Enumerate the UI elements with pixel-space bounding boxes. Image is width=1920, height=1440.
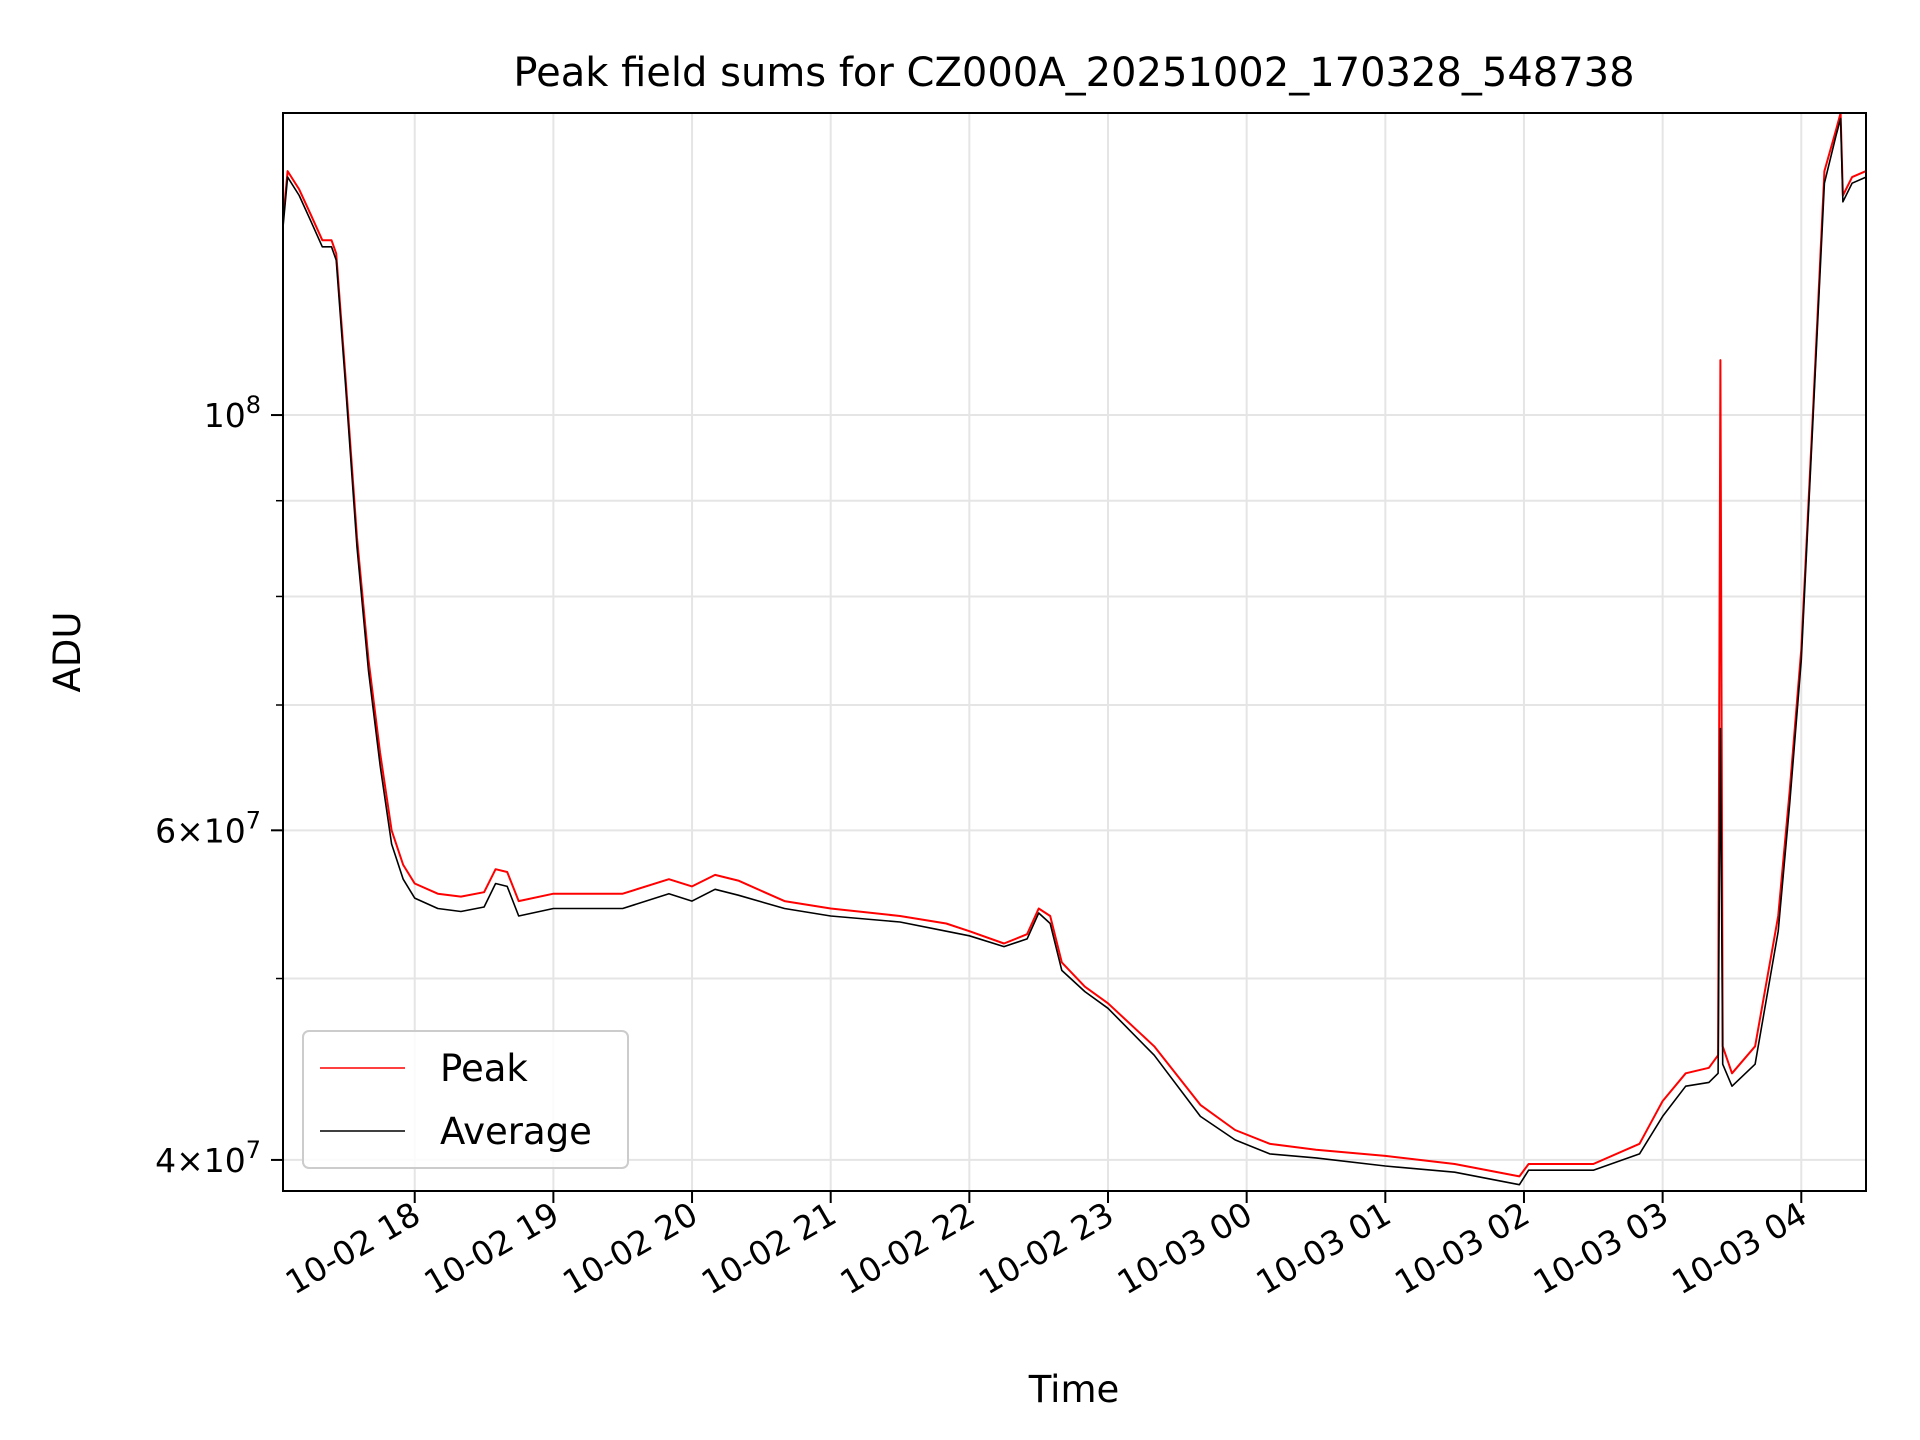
y-axis: 4×107 6×107 108 <box>155 391 283 1180</box>
y-tick-label: 4×107 <box>155 1136 261 1180</box>
legend-box <box>302 1030 629 1169</box>
y-axis-label: ADU <box>46 612 89 693</box>
legend-label-average: Average <box>440 1110 592 1153</box>
chart-title: Peak field sums for CZ000A_20251002_1703… <box>513 50 1634 96</box>
series-line-average <box>282 117 1867 1186</box>
y-tick-label: 6×107 <box>155 806 261 850</box>
y-tick-label: 108 <box>204 391 261 435</box>
plot-frame <box>282 112 1867 1192</box>
legend: Peak Average <box>302 1030 629 1169</box>
x-axis-label: Time <box>1028 1368 1120 1411</box>
series-line-peak <box>282 112 1867 1178</box>
legend-label-peak: Peak <box>440 1047 528 1090</box>
series-layer <box>282 112 1867 1186</box>
